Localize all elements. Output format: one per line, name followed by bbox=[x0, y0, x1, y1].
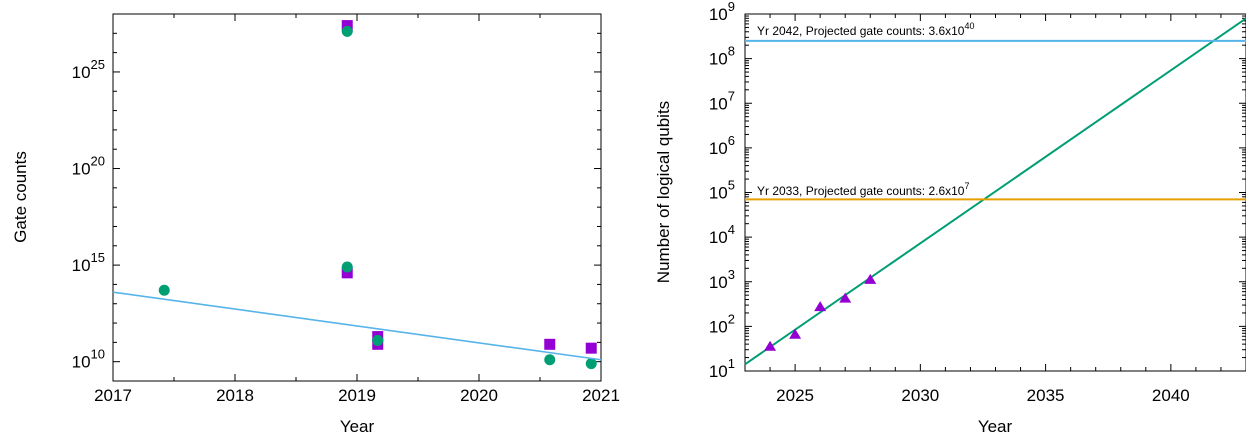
right-y-tick-base: 10 bbox=[709, 50, 728, 69]
left-chart: Year Gate counts 2017 2018 2019 2020 2021101… bbox=[11, 13, 620, 436]
left-x-axis-label: Year bbox=[340, 417, 375, 436]
right-y-tick-label: 106 bbox=[709, 133, 735, 158]
annotation-2042: Yr 2042, Projected gate counts: 3.6x1040 bbox=[757, 21, 974, 38]
left-y-axis-label: Gate counts bbox=[11, 151, 30, 243]
left-circle-point bbox=[158, 284, 170, 296]
left-circle-point bbox=[341, 261, 353, 273]
right-triangle-point bbox=[839, 292, 852, 303]
right-x-tick-label: 2025 bbox=[776, 386, 814, 405]
right-triangle-point bbox=[789, 328, 802, 339]
right-triangle-point bbox=[764, 340, 777, 351]
left-circle-point bbox=[585, 358, 597, 370]
right-triangle-point bbox=[814, 301, 827, 312]
right-y-tick-exp: 8 bbox=[728, 44, 735, 59]
right-y-tick-label: 102 bbox=[709, 311, 735, 336]
left-y-tick-label: 1015 bbox=[72, 250, 105, 275]
right-triangle-point bbox=[864, 273, 877, 284]
annotation-2033-sup: 7 bbox=[964, 181, 969, 191]
right-y-tick-label: 108 bbox=[709, 44, 735, 69]
left-fit-line bbox=[112, 291, 602, 361]
left-circle-point bbox=[341, 25, 353, 37]
right-y-tick-base: 10 bbox=[709, 362, 728, 381]
right-y-tick-exp: 3 bbox=[728, 267, 735, 282]
annotation-2033-text: Yr 2033, Projected gate counts: 2.6x10 bbox=[757, 184, 965, 198]
left-square-point bbox=[341, 267, 353, 279]
left-y-tick-base: 10 bbox=[72, 353, 91, 372]
left-circle-point bbox=[544, 354, 556, 366]
left-square-point bbox=[585, 342, 597, 354]
left-x-tick-label: 2021 bbox=[582, 386, 620, 405]
right-y-tick-label: 104 bbox=[709, 222, 735, 247]
right-y-tick-label: 101 bbox=[709, 356, 735, 381]
right-y-tick-base: 10 bbox=[709, 317, 728, 336]
right-y-tick-exp: 5 bbox=[728, 178, 735, 193]
right-y-tick-exp: 9 bbox=[728, 0, 735, 14]
right-x-tick-label: 2040 bbox=[1152, 386, 1190, 405]
right-y-tick-exp: 2 bbox=[728, 311, 735, 326]
right-y-tick-label: 103 bbox=[709, 267, 735, 292]
left-square-point bbox=[341, 20, 353, 32]
left-y-tick-exp: 20 bbox=[91, 154, 105, 169]
left-y-tick-label: 1020 bbox=[72, 154, 105, 179]
right-axis-ticks: 2025 2030 2035 2040101102103104105106107108… bbox=[709, 0, 1246, 405]
left-x-tick-label: 2020 bbox=[460, 386, 498, 405]
right-data-marks bbox=[744, 17, 1246, 366]
left-y-tick-label: 1025 bbox=[72, 57, 105, 82]
annotation-2033: Yr 2033, Projected gate counts: 2.6x107 bbox=[757, 181, 969, 198]
left-data-marks bbox=[112, 20, 602, 370]
left-x-tick-label: 2018 bbox=[216, 386, 254, 405]
right-y-tick-exp: 6 bbox=[728, 133, 735, 148]
left-y-tick-base: 10 bbox=[72, 63, 91, 82]
right-y-tick-exp: 4 bbox=[728, 222, 735, 237]
left-x-tick-label: 2019 bbox=[338, 386, 376, 405]
right-y-tick-label: 109 bbox=[709, 0, 735, 24]
right-y-tick-base: 10 bbox=[709, 5, 728, 24]
left-y-tick-base: 10 bbox=[72, 160, 91, 179]
annotation-2042-sup: 40 bbox=[964, 21, 974, 31]
left-y-tick-exp: 10 bbox=[91, 347, 105, 362]
annotation-2042-text: Yr 2042, Projected gate counts: 3.6x10 bbox=[757, 24, 965, 38]
right-x-axis-label: Year bbox=[978, 417, 1013, 436]
left-y-tick-base: 10 bbox=[72, 256, 91, 275]
left-square-point bbox=[544, 338, 556, 350]
left-circle-point bbox=[372, 334, 384, 346]
right-y-tick-label: 107 bbox=[709, 88, 735, 113]
right-y-axis-label: Number of logical qubits bbox=[654, 101, 673, 283]
right-y-tick-label: 105 bbox=[709, 178, 735, 203]
right-y-tick-exp: 7 bbox=[728, 88, 735, 103]
left-y-tick-label: 1010 bbox=[72, 347, 105, 372]
right-y-tick-base: 10 bbox=[709, 228, 728, 247]
right-x-tick-label: 2035 bbox=[1027, 386, 1065, 405]
right-y-tick-exp: 1 bbox=[728, 356, 735, 371]
right-y-tick-base: 10 bbox=[709, 273, 728, 292]
right-y-tick-base: 10 bbox=[709, 139, 728, 158]
right-x-tick-label: 2030 bbox=[901, 386, 939, 405]
right-y-tick-base: 10 bbox=[709, 94, 728, 113]
left-y-tick-exp: 15 bbox=[91, 250, 105, 265]
right-projection-line bbox=[744, 17, 1246, 366]
left-x-tick-label: 2017 bbox=[94, 386, 132, 405]
right-y-tick-base: 10 bbox=[709, 184, 728, 203]
right-chart: Year Number of logical qubits 2025 2030 20… bbox=[654, 0, 1246, 436]
left-y-tick-exp: 25 bbox=[91, 57, 105, 72]
